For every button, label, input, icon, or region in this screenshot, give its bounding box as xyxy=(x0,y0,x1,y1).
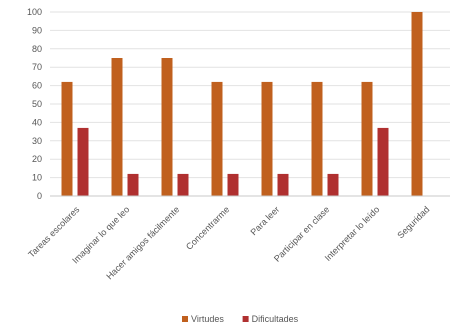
bar-dificultades xyxy=(377,127,389,196)
y-tick-label: 100 xyxy=(27,7,42,17)
bar-dificultades xyxy=(127,173,139,196)
y-tick-label: 10 xyxy=(32,173,42,183)
legend-swatch xyxy=(182,316,188,322)
y-tick-label: 30 xyxy=(32,136,42,146)
y-axis-ticks: 0 10 20 30 40 50 60 70 80 90 100 xyxy=(27,7,42,201)
legend-label: Dificultades xyxy=(252,314,299,324)
bar-virtudes xyxy=(411,12,423,196)
bar-virtudes xyxy=(111,58,123,196)
bar-dificultades xyxy=(327,173,339,196)
category-label: Interpretar lo leído xyxy=(323,204,382,263)
category-label: Concentrarme xyxy=(184,204,231,251)
y-tick-label: 50 xyxy=(32,99,42,109)
legend-swatch xyxy=(242,316,249,322)
y-tick-label: 80 xyxy=(32,44,42,54)
bar-dificultades xyxy=(77,127,89,196)
category-label: Seguridad xyxy=(395,204,431,240)
legend-label: Virtudes xyxy=(191,314,224,324)
bar-virtudes xyxy=(311,81,323,196)
bars xyxy=(61,12,423,196)
bar-dificultades xyxy=(177,173,189,196)
bar-dificultades xyxy=(277,173,289,196)
y-tick-label: 40 xyxy=(32,117,42,127)
y-tick-label: 70 xyxy=(32,62,42,72)
legend: Virtudes Dificultades xyxy=(182,314,299,324)
category-label: Tareas escolares xyxy=(26,204,82,260)
bar-virtudes xyxy=(161,58,173,196)
y-tick-label: 60 xyxy=(32,81,42,91)
y-tick-label: 0 xyxy=(37,191,42,201)
bar-virtudes xyxy=(261,81,273,196)
bar-virtudes xyxy=(211,81,223,196)
y-tick-label: 90 xyxy=(32,25,42,35)
bar-virtudes xyxy=(61,81,73,196)
y-tick-label: 20 xyxy=(32,154,42,164)
gridlines xyxy=(50,11,450,179)
bar-virtudes xyxy=(361,81,373,196)
bar-dificultades xyxy=(227,173,239,196)
category-label: Para leer xyxy=(249,204,282,237)
